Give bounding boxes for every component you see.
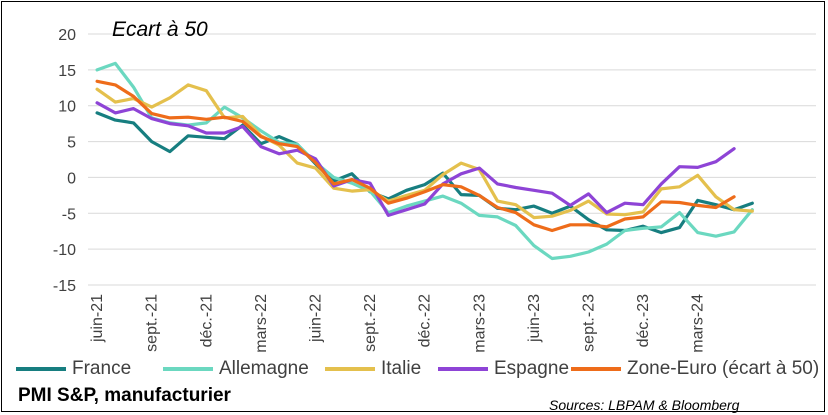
- series-line: [95, 61, 754, 261]
- legend-label-allemagne: Allemagne: [219, 358, 309, 379]
- x-tick-label: sept.-21: [144, 294, 161, 352]
- legend-swatch-allemagne: [163, 367, 213, 371]
- x-tick-label: déc.-23: [635, 294, 652, 347]
- chart-annotation: Ecart à 50: [112, 18, 208, 41]
- gridlines: [88, 33, 816, 286]
- series-line: [95, 83, 754, 220]
- legend-item-zone-euro: Zone-Euro (écart à 50): [571, 358, 819, 380]
- series-lines: [95, 61, 754, 261]
- x-tick-label: déc.-21: [198, 294, 215, 347]
- y-tick-label: 0: [67, 170, 76, 187]
- legend-label-france: France: [72, 358, 132, 379]
- series-line: [95, 101, 736, 217]
- series-line: [95, 111, 754, 235]
- y-axis: 20 15 10 5 0 -5 -10 -15: [53, 27, 76, 295]
- legend-label-italie: Italie: [381, 358, 422, 379]
- x-tick-label: juin-22: [308, 294, 325, 343]
- legend-item-italie: Italie: [325, 358, 421, 380]
- legend-item-espagne: Espagne: [438, 358, 569, 380]
- chart-subtitle: PMI S&P, manufacturier: [18, 385, 231, 406]
- legend-swatch-espagne: [438, 367, 488, 371]
- y-tick-label: 10: [58, 99, 76, 116]
- x-tick-label: mars-23: [471, 294, 488, 353]
- legend-swatch-zone-euro: [571, 367, 621, 371]
- y-tick-label: -5: [62, 206, 76, 223]
- x-tick-label: mars-22: [253, 294, 270, 353]
- legend-label-zone-euro: Zone-Euro (écart à 50): [627, 358, 820, 379]
- y-tick-label: 20: [58, 27, 76, 44]
- x-tick-label: juin-23: [526, 294, 543, 343]
- source-note: Sources: LBPAM & Bloomberg: [549, 397, 740, 413]
- x-tick-label: sept.-22: [362, 294, 379, 352]
- series-line: [95, 79, 736, 233]
- legend-label-espagne: Espagne: [494, 358, 570, 379]
- y-tick-label: 5: [67, 135, 76, 152]
- x-tick-label: mars-24: [690, 294, 707, 353]
- x-tick-label: juin-21: [89, 294, 106, 343]
- legend-item-france: France: [16, 358, 131, 380]
- x-tick-label: déc.-22: [417, 294, 434, 347]
- x-tick-label: sept.-23: [581, 294, 598, 352]
- legend-swatch-italie: [325, 367, 375, 371]
- y-tick-label: -15: [53, 278, 76, 295]
- y-tick-label: -10: [53, 242, 76, 259]
- legend-item-allemagne: Allemagne: [163, 358, 309, 380]
- legend: France Allemagne Italie Espagne Zone-Eur…: [16, 358, 826, 384]
- legend-swatch-france: [16, 367, 66, 371]
- y-tick-label: 15: [58, 63, 76, 80]
- x-axis: juin-21 sept.-21 déc.-21 mars-22 juin-22 sept…: [89, 294, 707, 353]
